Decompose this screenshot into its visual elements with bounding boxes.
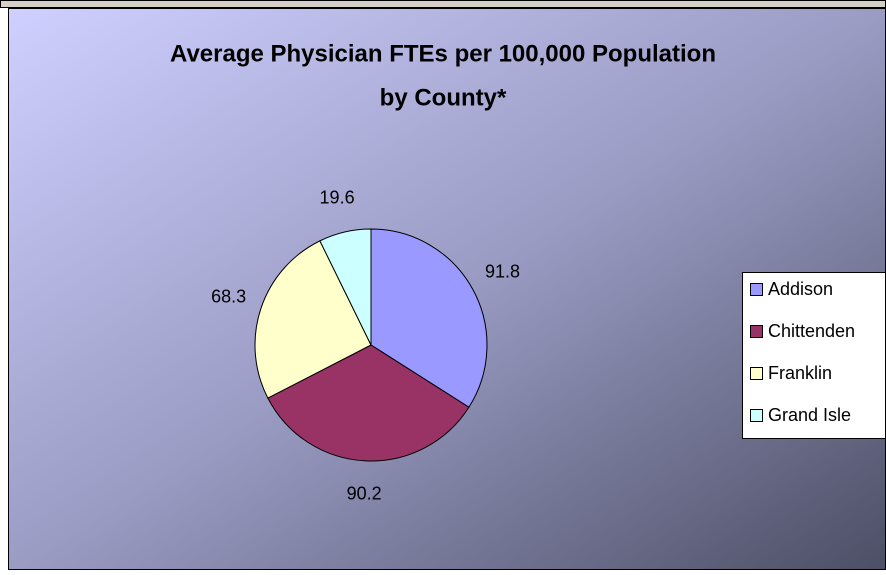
legend-swatch xyxy=(750,325,763,338)
data-label: 19.6 xyxy=(320,188,355,208)
data-label: 68.3 xyxy=(211,287,246,307)
legend-label: Chittenden xyxy=(768,321,855,341)
pie-slice xyxy=(370,228,488,408)
legend xyxy=(742,272,886,439)
legend-swatch xyxy=(750,409,763,422)
pie-slice xyxy=(254,240,372,399)
chart-title: Average Physician FTEs per 100,000 Popul… xyxy=(170,40,716,67)
legend-label: Addison xyxy=(768,279,833,299)
pie-slice xyxy=(319,228,372,346)
chart-title: by County* xyxy=(380,84,507,111)
legend-swatch xyxy=(750,367,763,380)
top-strip xyxy=(0,0,886,8)
legend-label: Franklin xyxy=(768,363,832,383)
legend-swatch xyxy=(750,283,763,296)
legend-label: Grand Isle xyxy=(768,405,851,425)
data-label: 90.2 xyxy=(347,484,382,504)
data-label: 91.8 xyxy=(485,262,520,282)
pie-slice xyxy=(267,344,470,462)
